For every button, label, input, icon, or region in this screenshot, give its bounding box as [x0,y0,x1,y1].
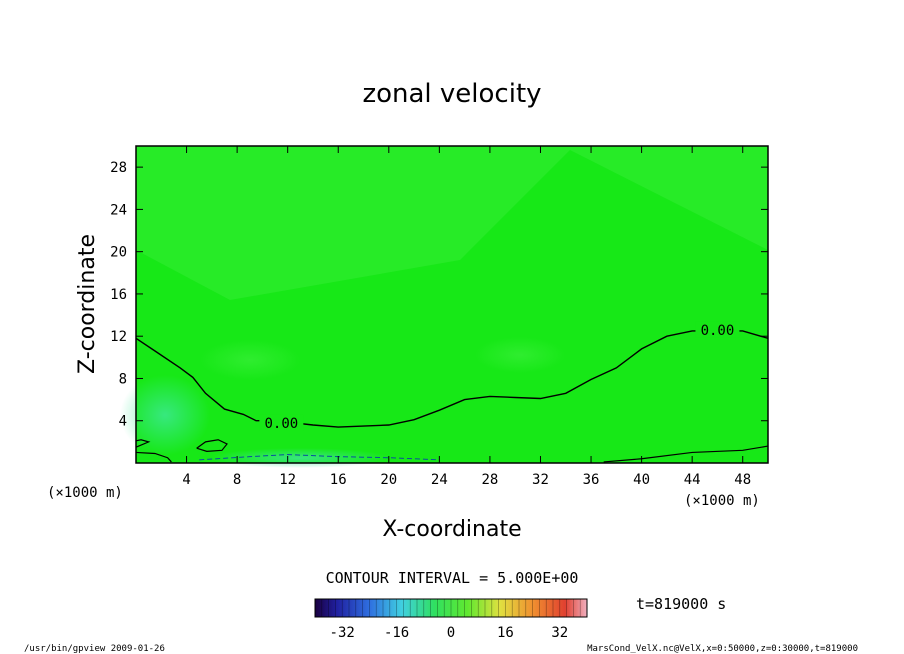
chart-title: zonal velocity [362,79,541,109]
x-tick-label: 24 [431,472,448,488]
contour-interval: CONTOUR INTERVAL = 5.000E+00 [326,569,579,587]
contour-lines: 0.00 0.00 [135,321,769,463]
colorbar-stripes [321,599,581,617]
x-tick-label: 12 [279,472,296,488]
y-axis-label: Z-coordinate [75,234,100,374]
field-light-patch [475,337,565,373]
y-tick-label: 24 [110,202,127,218]
colorbar-ticks: -32 -16 0 16 32 [330,625,569,641]
y-tick-label: 8 [119,371,127,387]
field-cyan-patch [120,375,210,455]
field-light-region [136,146,768,300]
contour-label: 0.00 [701,323,735,339]
y-tick-label: 28 [110,160,127,176]
x-tick-label: 20 [380,472,397,488]
plot-area: 0.00 0.00 [120,145,769,468]
y-tick-label: 4 [119,414,127,430]
footer-right: MarsCond_VelX.nc@VelX,x=0:50000,z=0:3000… [587,644,858,654]
y-tick-label: 20 [110,245,127,261]
x-tick-label: 4 [182,472,190,488]
y-axis-ticks: 4 8 12 16 20 24 28 [110,160,768,430]
x-axis-label: X-coordinate [382,517,521,542]
colorbar-tick-label: 32 [551,625,568,641]
contour-loop [196,439,228,452]
contour-label: 0.00 [265,416,299,432]
x-tick-label: 8 [233,472,241,488]
x-axis-unit-right: (×1000 m) [684,493,760,509]
x-tick-label: 44 [684,472,701,488]
contour-line-lower [135,439,151,448]
x-tick-label: 16 [330,472,347,488]
plot-frame [135,145,769,464]
x-tick-label: 36 [583,472,600,488]
colorbar-tick-label: 16 [497,625,514,641]
contour-label-bg [259,414,304,431]
y-tick-label: 16 [110,287,127,303]
time-label: t=819000 s [636,595,726,613]
zero-contour-line [135,330,769,428]
x-tick-label: 48 [734,472,751,488]
negative-contour-dashed [199,454,440,461]
x-tick-label: 32 [532,472,549,488]
colorbar: -32 -16 0 16 32 [314,598,588,641]
colorbar-tick-label: -32 [330,625,355,641]
contour-line-lower [603,445,769,463]
field-light-patch [200,340,300,380]
colorbar-tick-label: -16 [384,625,409,641]
y-tick-label: 12 [110,329,127,345]
colorbar-gradient [314,598,588,618]
x-axis-unit: (×1000 m) [47,485,123,501]
contour-line-lower [135,451,172,463]
x-axis-ticks: 4 8 12 16 20 24 28 32 36 40 44 48 [182,146,751,488]
colorbar-tick-label: 0 [447,625,455,641]
x-tick-label: 40 [633,472,650,488]
contour-label-bg [695,321,740,338]
footer-left: /usr/bin/gpview 2009-01-26 [24,644,165,654]
x-tick-label: 28 [481,472,498,488]
